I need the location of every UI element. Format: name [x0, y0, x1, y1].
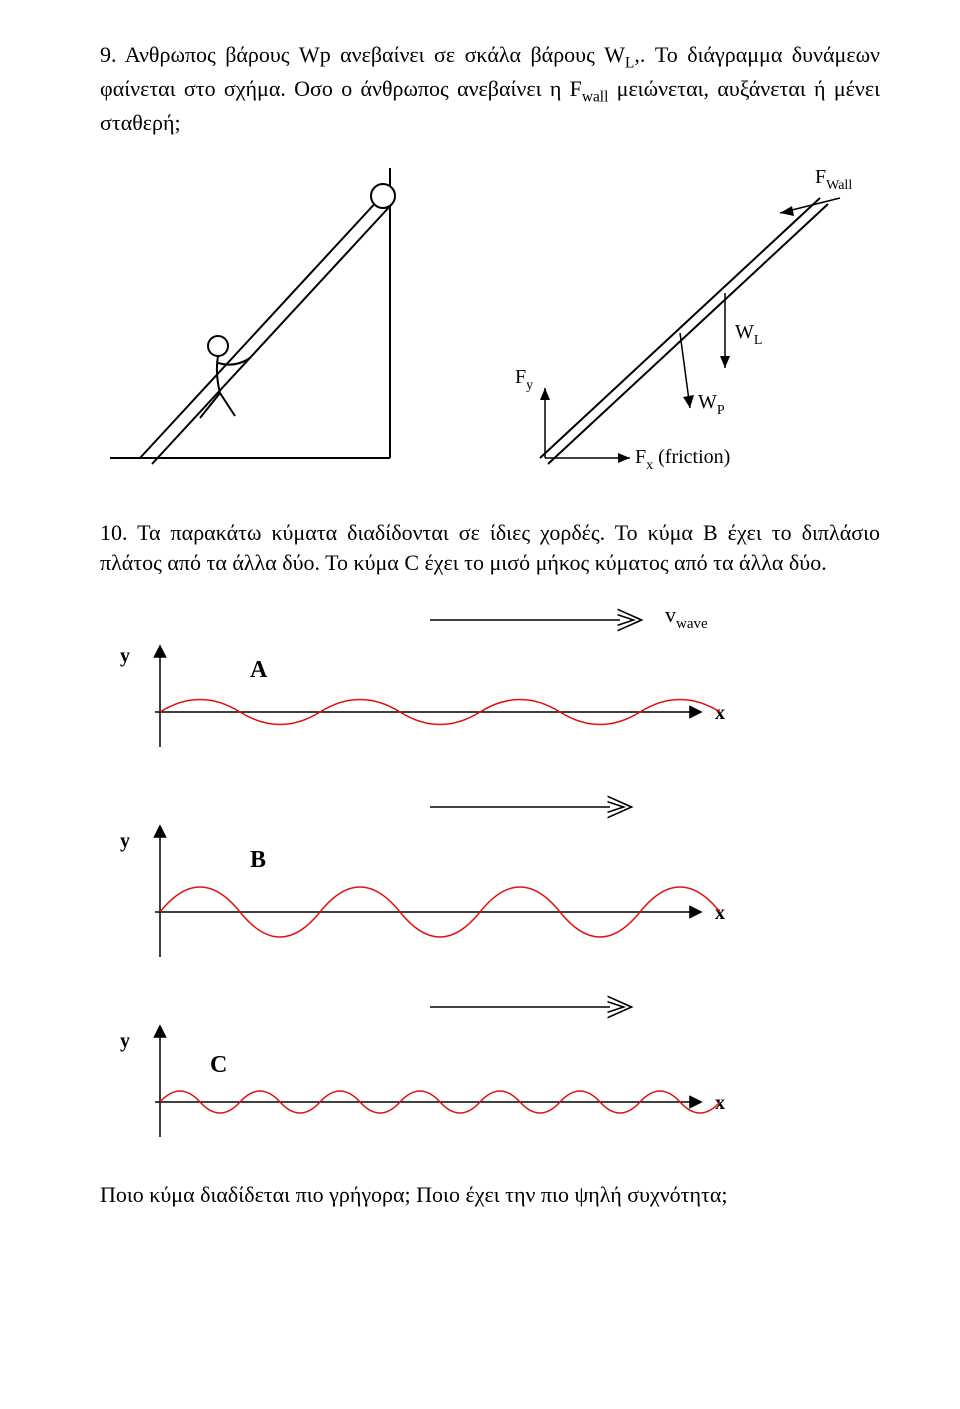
- fwall-sub: Wall: [826, 178, 852, 193]
- fy-label: F: [515, 366, 526, 388]
- q9-sub-l: L: [625, 54, 634, 71]
- waves-figure: vwave y x A y x B: [100, 592, 880, 1152]
- axis-y-c: y: [120, 1030, 130, 1052]
- wp-sub: P: [717, 403, 725, 418]
- svg-text:vwave: vwave: [665, 602, 708, 632]
- svg-text:Fx (friction): Fx (friction): [635, 446, 730, 473]
- q9-number: 9.: [100, 42, 117, 67]
- wl-sub: L: [754, 333, 763, 348]
- svg-text:FWall: FWall: [815, 166, 852, 193]
- wave-b-label: B: [250, 847, 266, 873]
- svg-text:WL: WL: [735, 321, 762, 348]
- fx-label: F: [635, 446, 646, 468]
- q9-sub-wall: wall: [582, 89, 609, 106]
- question-9-text: 9. Ανθρωπος βάρους Wp ανεβαίνει σε σκάλα…: [100, 40, 880, 138]
- fwall-label: F: [815, 166, 826, 188]
- wave-a-label: A: [250, 657, 268, 683]
- footer-questions: Ποιο κύμα διαδίδεται πιο γρήγορα; Ποιο έ…: [100, 1182, 880, 1208]
- fy-sub: y: [526, 378, 533, 393]
- fbd-svg: FWall WL WP Fy Fx (frict: [480, 158, 880, 488]
- vwave-label: v: [665, 602, 676, 627]
- svg-text:WP: WP: [698, 391, 725, 418]
- wave-c-label: C: [210, 1052, 227, 1078]
- fx-sub: x: [646, 458, 653, 473]
- axis-y-a: y: [120, 645, 130, 667]
- q9-text-a: Ανθρωπος βάρους Wp ανεβαίνει σε σκάλα βά…: [125, 42, 625, 67]
- ladder-sketch: [100, 158, 440, 478]
- wl-label: W: [735, 321, 754, 343]
- question-10-text: 10. Τα παρακάτω κύματα διαδίδονται σε ίδ…: [100, 518, 880, 577]
- wp-label: W: [698, 391, 717, 413]
- axis-x-a: x: [715, 702, 725, 724]
- axis-x-b: x: [715, 902, 725, 924]
- friction-label: (friction): [653, 446, 730, 468]
- q10-text: Τα παρακάτω κύματα διαδίδονται σε ίδιες …: [100, 520, 880, 575]
- ladder-svg: [100, 158, 440, 478]
- figure-row-ladder: FWall WL WP Fy Fx (frict: [100, 158, 880, 488]
- svg-text:Fy: Fy: [515, 366, 533, 393]
- free-body-diagram: FWall WL WP Fy Fx (frict: [480, 158, 880, 488]
- axis-y-b: y: [120, 830, 130, 852]
- waves-svg: vwave y x A y x B: [100, 592, 800, 1152]
- vwave-sub: wave: [676, 616, 708, 632]
- q10-number: 10.: [100, 520, 128, 545]
